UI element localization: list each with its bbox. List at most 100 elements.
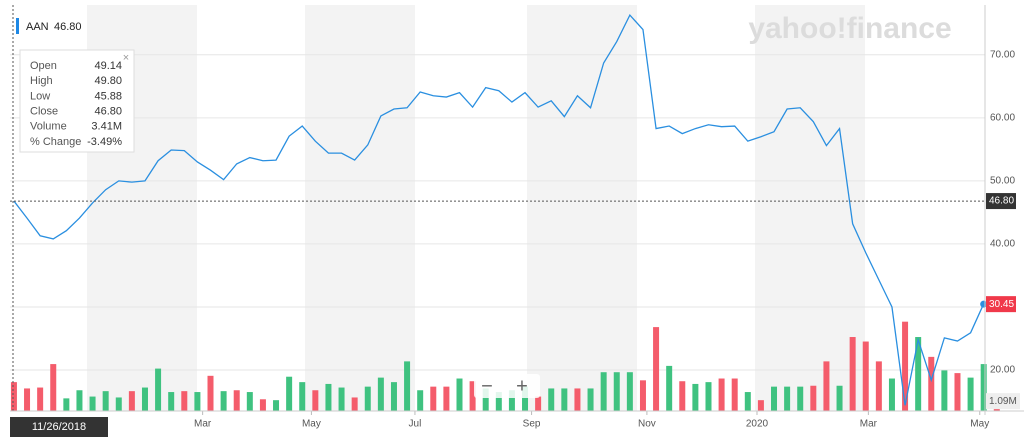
volume-bar [155,368,162,411]
volume-bar [941,370,948,411]
volume-bar [915,337,922,411]
volume-bar [364,386,371,411]
symbol: AAN [26,21,49,33]
volume-bar [102,391,109,411]
y-tick-label: 20.00 [990,365,1015,376]
volume-bar [784,386,791,411]
volume-bar [823,361,830,411]
volume-bar [875,361,882,411]
volume-tag [986,393,1020,410]
volume-bar [771,386,778,411]
volume-bar [482,388,489,411]
volume-bar [731,378,738,411]
symbol-price: 46.80 [54,21,82,33]
x-tick-label: Sep [523,419,541,430]
tooltip-value: -3.49% [87,136,122,148]
volume-bar [810,385,817,411]
date-tag [10,417,108,437]
volume-bar [653,327,660,411]
volume-bar [141,387,148,411]
crosshair-price: 46.80 [989,196,1014,207]
volume-bar [862,341,869,411]
volume-bar [535,396,542,411]
volume-bar [718,378,725,411]
x-tick-label: Mar [860,419,878,430]
volume-bar [508,390,515,411]
volume-bar [37,387,44,411]
y-tick-label: 70.00 [990,49,1015,60]
tooltip [19,49,135,153]
tooltip-value: 45.88 [94,90,122,102]
last-price-label: 30.45 [989,299,1014,310]
volume-bar [286,376,293,411]
symbol-marker [16,18,19,34]
volume-bar [63,398,70,411]
volume-bar [50,364,57,411]
volume-bar [692,383,699,411]
volume-bar [980,364,987,411]
volume-bar [338,387,345,411]
x-tick-label: Mar [194,419,212,430]
tooltip-label: Open [30,60,57,72]
volume-bar [522,386,529,411]
volume-bar [561,388,568,411]
volume-bar [888,378,895,411]
volume-bar [456,378,463,411]
zoom-group [474,374,540,398]
tooltip-label: Low [30,90,50,102]
y-tick-label: 50.00 [990,176,1015,187]
volume-bar [351,397,358,411]
price-line [13,13,985,406]
volume-bar [902,321,909,411]
volume-bar [639,380,646,411]
volume-bar [259,399,266,411]
volume-bar [430,386,437,411]
band [755,5,865,411]
tooltip-label: High [30,75,53,87]
tooltip-value: 3.41M [91,121,122,133]
tooltip-close[interactable]: × [123,52,129,64]
volume-bar [233,390,240,411]
volume-bar [495,392,502,411]
volume-bar [24,388,31,411]
volume-bar [679,381,686,411]
volume-bar [89,396,96,411]
band [305,5,415,411]
volume-bar [954,373,961,411]
volume-bar [325,383,332,411]
volume-bar [404,361,411,411]
volume-bar [128,391,135,411]
volume-bar [194,392,201,411]
x-tick-label: Nov [638,419,656,430]
volume-label: 1.09M [989,396,1017,407]
volume-bar [587,388,594,411]
volume-bar [666,365,673,411]
volume-bar [115,397,122,411]
volume-bar [390,382,397,411]
zoom-out[interactable]: − [481,375,493,397]
tooltip-value: 49.14 [94,60,122,72]
volume-bar [76,390,83,411]
volume-bar [168,392,175,411]
volume-bar [417,390,424,411]
logo: yahoo!finance [748,12,951,45]
last-price-tag [986,296,1016,313]
x-tick-label: May [970,419,989,430]
volume-bar [377,377,384,411]
tooltip-label: % Change [30,136,81,148]
crosshair-tag [986,193,1016,210]
volume-bar [849,337,856,411]
volume-bar [299,382,306,411]
volume-bar [626,372,633,411]
volume-bar [757,400,764,411]
volume-bar [273,400,280,411]
band [527,5,637,411]
volume-bar [443,386,450,411]
volume-bar [744,392,751,411]
volume-bar [312,390,319,411]
volume-bar [836,385,843,411]
volume-bar [246,392,253,411]
volume-bar [600,372,607,411]
x-tick-label: Jul [409,419,422,430]
zoom-in[interactable]: + [516,375,528,397]
